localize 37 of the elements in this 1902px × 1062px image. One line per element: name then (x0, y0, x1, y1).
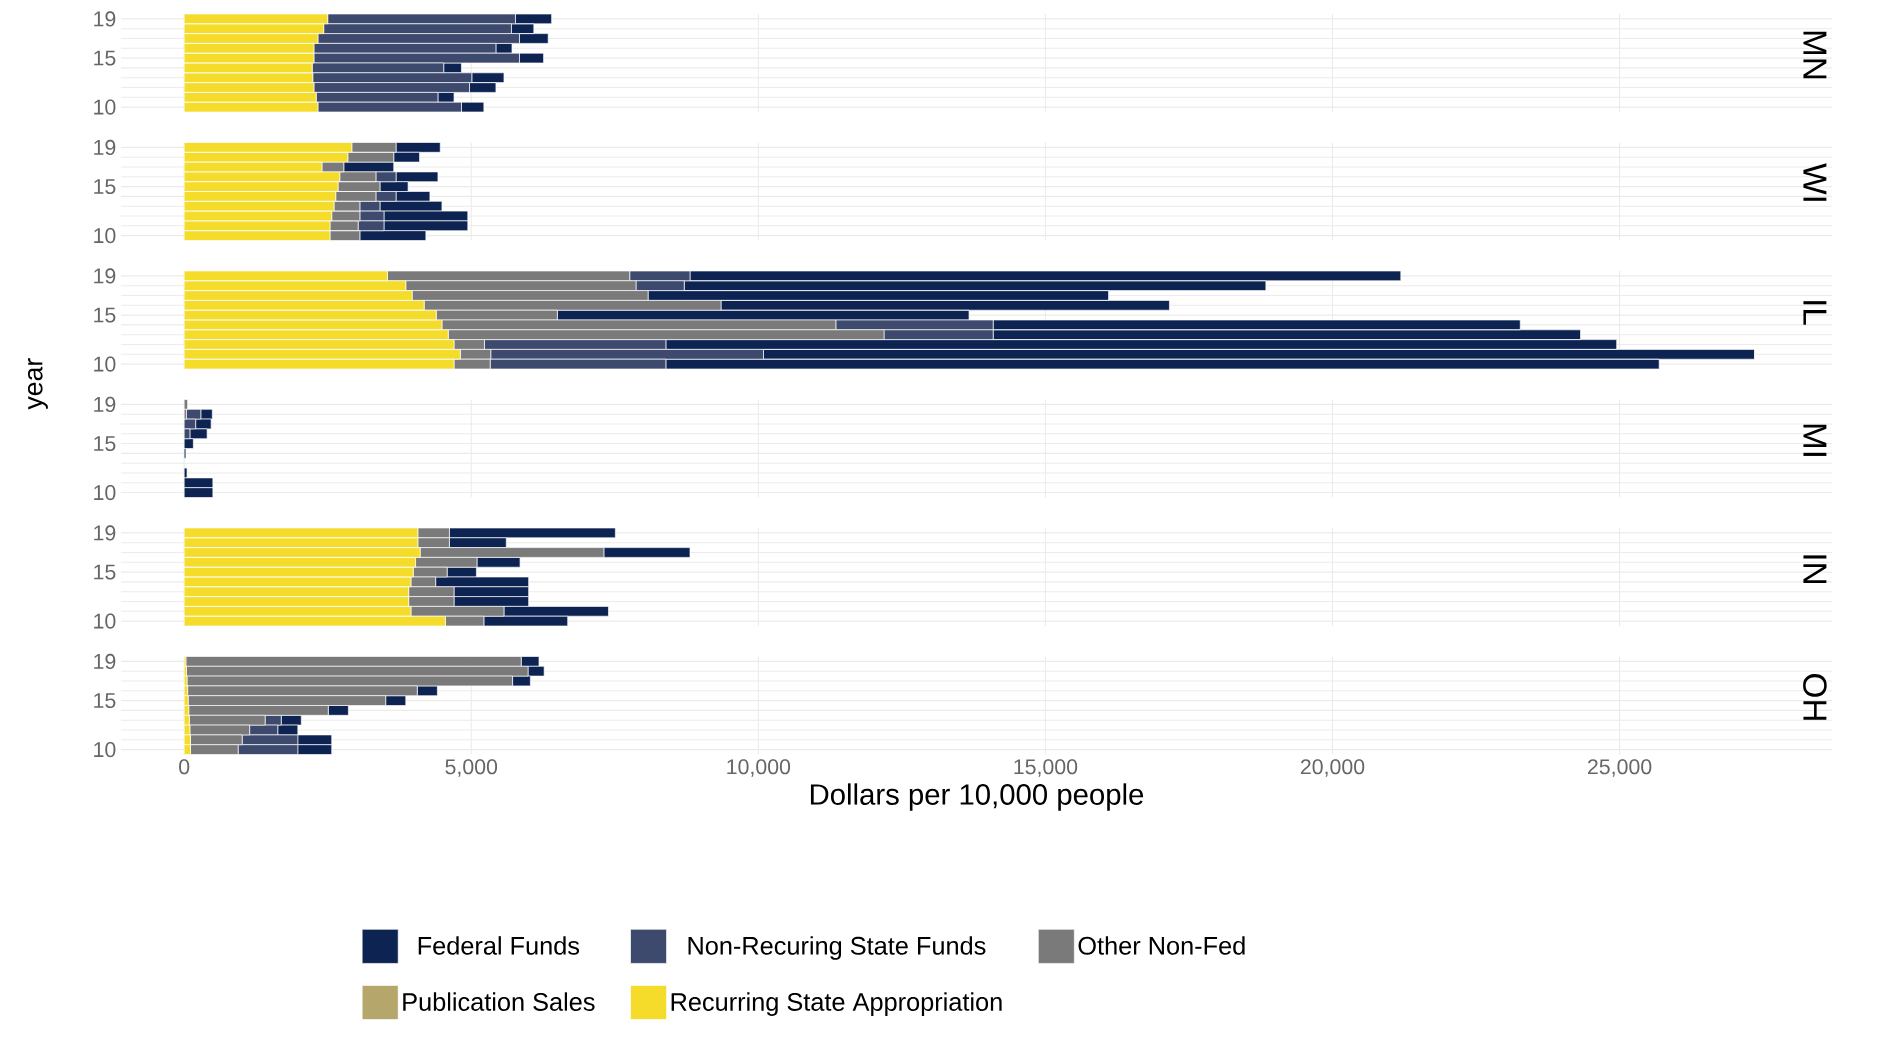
x-tick-label: 5,000 (445, 759, 498, 777)
text: WI (1803, 163, 1827, 201)
x-tick-label: 10,000 (727, 759, 791, 777)
text: IN (1803, 555, 1827, 583)
y-tick-label: 10 (94, 228, 116, 244)
y-tick-label: 19 (94, 396, 116, 412)
x-tick-label: 25,000 (1588, 759, 1652, 777)
y-tick-label: 10 (94, 742, 116, 758)
y-tick-label: 19 (94, 268, 116, 284)
y-axis-title: year (27, 358, 48, 410)
legend-label: Recurring State Appropriation (671, 992, 1002, 1016)
y-tick-label: 15 (94, 307, 116, 323)
y-tick-label: 10 (94, 613, 116, 629)
x-tick-label: 15,000 (1014, 759, 1078, 777)
y-tick-label: 15 (94, 693, 116, 709)
y-tick-label: 10 (94, 485, 116, 501)
legend-label: Other Non-Fed (1078, 936, 1245, 955)
x-tick-label: 0 (179, 759, 190, 775)
y-tick-label: 19 (94, 653, 116, 669)
y-tick-label: 15 (94, 436, 116, 452)
x-axis-title: Dollars per 10,000 people (810, 783, 1144, 811)
legend-label: Federal Funds (418, 936, 580, 955)
legend-label: Publication Sales (403, 992, 595, 1011)
y-tick-label: 10 (94, 356, 116, 372)
legend-label: Non-Recuring State Funds (688, 936, 986, 960)
text: MI (1803, 424, 1827, 456)
y-tick-label: 15 (94, 179, 116, 195)
text: MN (1803, 31, 1827, 79)
text: IL (1803, 301, 1827, 325)
text: OH (1803, 674, 1827, 720)
y-tick-label: 19 (94, 139, 116, 155)
y-tick-label: 15 (94, 564, 116, 580)
y-tick-label: 10 (94, 99, 116, 115)
y-tick-label: 15 (94, 50, 116, 66)
x-tick-label: 20,000 (1300, 759, 1365, 777)
y-tick-label: 19 (94, 11, 116, 27)
y-tick-label: 19 (94, 525, 116, 541)
